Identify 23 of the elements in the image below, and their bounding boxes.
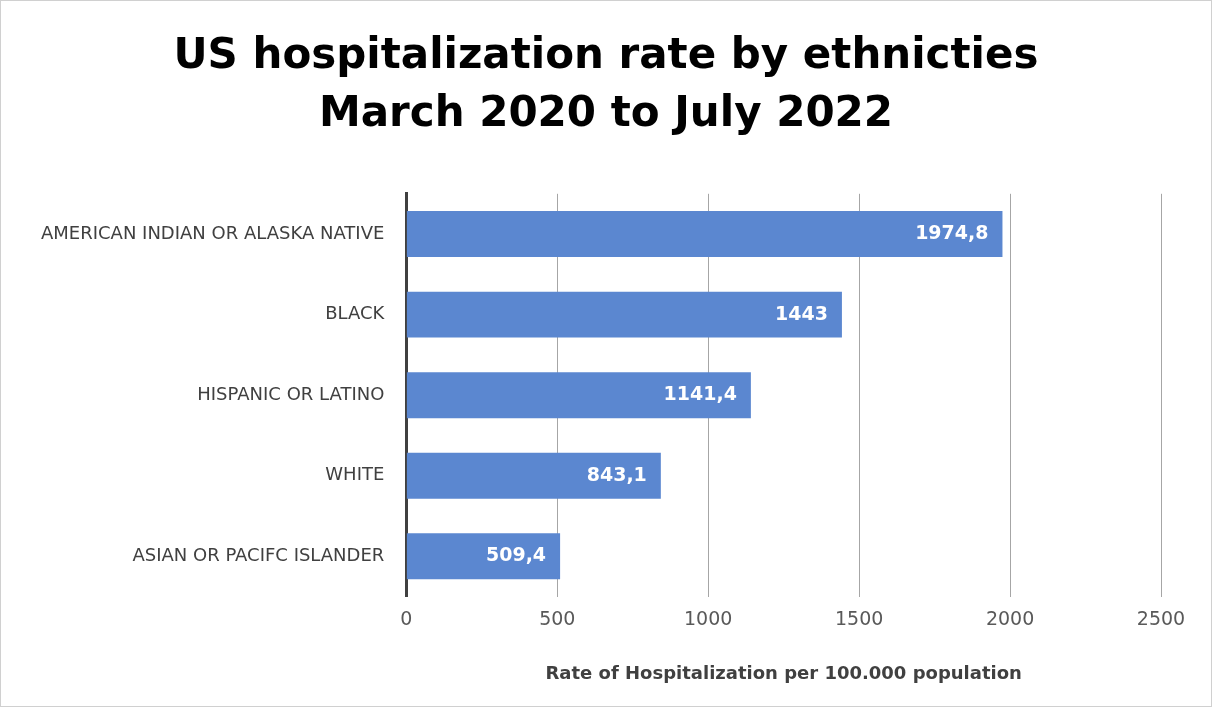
y-tick-label: HISPANIC OR LATINO (197, 382, 385, 404)
x-tick-label: 1500 (834, 606, 884, 629)
data-label: 1974,8 (915, 221, 989, 244)
y-tick-label: WHITE (325, 463, 385, 485)
chart-title: US hospitalization rate by ethnicties March 2020 to July 2022 (172, 28, 1040, 138)
x-tick-label: 2000 (985, 606, 1035, 629)
bar (406, 372, 751, 419)
y-tick-label: BLACK (325, 302, 386, 324)
y-tick-label: ASIAN OR PACIFC ISLANDER (132, 543, 385, 565)
x-tick-label: 2500 (1136, 606, 1186, 629)
data-label: 1443 (775, 301, 828, 324)
x-tick-label: 500 (539, 606, 576, 629)
bar (406, 452, 661, 499)
bar (406, 533, 561, 580)
bar (406, 291, 842, 338)
data-label: 1141,4 (663, 382, 737, 405)
x-tick-label: 1000 (684, 606, 733, 629)
data-label: 843,1 (586, 462, 647, 485)
data-label: 509,4 (485, 543, 547, 566)
y-tick-label: AMERICAN INDIAN OR ALASKA NATIVE (41, 221, 385, 243)
x-tick-label: 0 (400, 606, 413, 629)
x-axis-title: Rate of Hospitalization per 100.000 population (545, 661, 1022, 683)
bar (406, 211, 1003, 258)
